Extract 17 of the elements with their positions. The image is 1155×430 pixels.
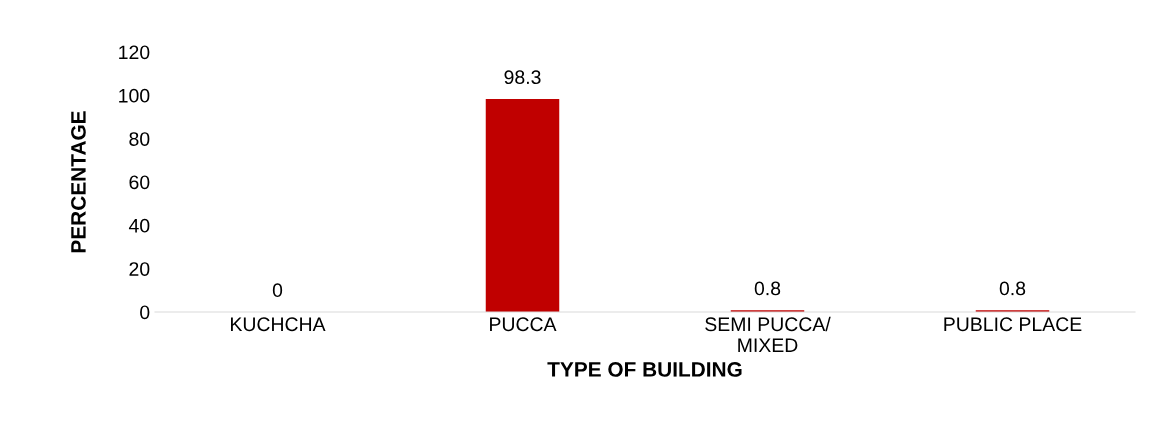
y-tick-label: 0 <box>140 305 150 320</box>
y-tick-label: 60 <box>129 175 150 190</box>
x-axis-title: TYPE OF BUILDING <box>547 362 742 377</box>
y-tick-label: 100 <box>119 88 150 103</box>
y-tick-label: 20 <box>129 262 150 276</box>
data-label: 0.8 <box>999 281 1026 296</box>
y-axis-title: PERCENTAGE <box>71 111 86 253</box>
x-tick-label: PUBLIC PLACE <box>944 317 1082 332</box>
y-tick-label: 120 <box>119 45 150 60</box>
data-label: 0.8 <box>754 281 781 296</box>
x-tick-label: KUCHCHA <box>231 317 326 332</box>
data-label: 98.3 <box>504 70 541 85</box>
x-tick-label: PUCCA <box>490 317 557 332</box>
y-tick-label: 40 <box>128 218 150 233</box>
y-tick-label: 80 <box>129 132 150 146</box>
x-tick-label: SEMI PUCCA/ MIXED <box>705 316 831 352</box>
data-label: 0 <box>272 283 283 298</box>
